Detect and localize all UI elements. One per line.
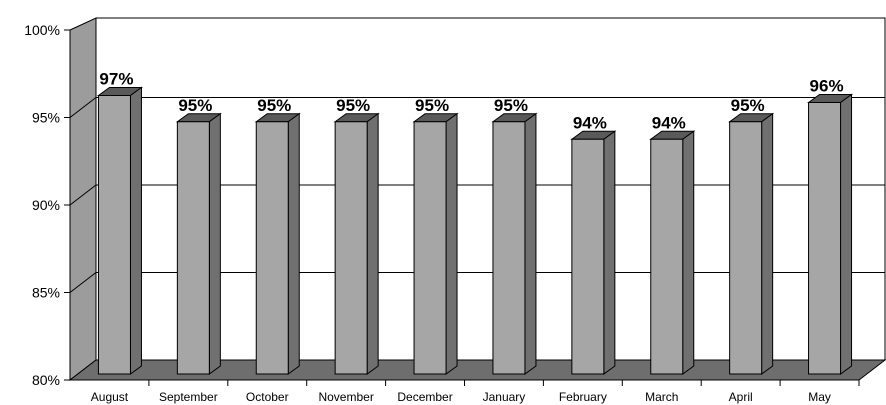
bar [649, 130, 696, 375]
y-tick-label: 85% [32, 285, 60, 301]
data-label: 94% [652, 113, 686, 132]
x-tick-label: September [159, 390, 218, 404]
y-tick-label: 95% [32, 110, 60, 126]
x-axis: August September October November December Ja… [70, 379, 860, 404]
x-tick-label: January [483, 390, 526, 404]
bar [570, 130, 617, 375]
y-axis: 80% 85% 90% 95% 100% [24, 22, 71, 388]
bar [254, 112, 301, 375]
gridline-side [69, 97, 97, 118]
x-tick-label: March [645, 390, 678, 404]
side-wall [69, 17, 97, 382]
bar-front [808, 102, 842, 375]
bar-front [334, 121, 368, 375]
bar-front [255, 121, 289, 375]
data-label: 95% [731, 96, 765, 115]
bar [491, 112, 538, 375]
gridline-side [69, 272, 97, 293]
y-tick-label: 100% [24, 22, 60, 38]
bar-side [524, 112, 537, 375]
y-tick-label: 90% [32, 197, 60, 213]
bar [96, 86, 143, 375]
data-label: 94% [573, 113, 607, 132]
bar-side [761, 112, 774, 375]
bar [412, 112, 459, 375]
bar-side [129, 86, 142, 375]
bar-front [413, 121, 447, 375]
bar-side [366, 112, 379, 375]
bar [807, 93, 854, 375]
x-tick-label: November [318, 390, 373, 404]
data-label: 97% [99, 70, 133, 89]
data-label: 95% [494, 96, 528, 115]
bar [728, 112, 775, 375]
x-tick-label: August [91, 390, 129, 404]
data-label: 95% [178, 96, 212, 115]
data-label: 95% [415, 96, 449, 115]
bar-side [603, 130, 616, 375]
bar-front [571, 138, 605, 375]
x-tick-label: May [808, 390, 831, 404]
bar [175, 112, 222, 375]
x-tick-label: December [397, 390, 452, 404]
bar-side [840, 93, 853, 375]
data-labels: 97% 95% 95% 95% 95% 95% 94% 94% 95% 96% [99, 70, 843, 133]
x-tick-label: February [559, 390, 607, 404]
gridline-side [69, 184, 97, 206]
x-tick-label: October [246, 390, 289, 404]
data-label: 95% [257, 96, 291, 115]
bars [96, 86, 854, 375]
x-tick-label: April [729, 390, 753, 404]
bar-front [729, 121, 763, 375]
bar-side [287, 112, 300, 375]
bar [333, 112, 380, 375]
bar-side [208, 112, 221, 375]
bar-front [650, 138, 684, 375]
data-label: 95% [336, 96, 370, 115]
bar-side [682, 130, 695, 375]
bar-side [445, 112, 458, 375]
data-label: 96% [810, 77, 844, 96]
bar-front [97, 95, 131, 375]
bar-front [492, 121, 526, 375]
y-tick-label: 80% [32, 372, 60, 388]
bar-front [176, 121, 210, 375]
